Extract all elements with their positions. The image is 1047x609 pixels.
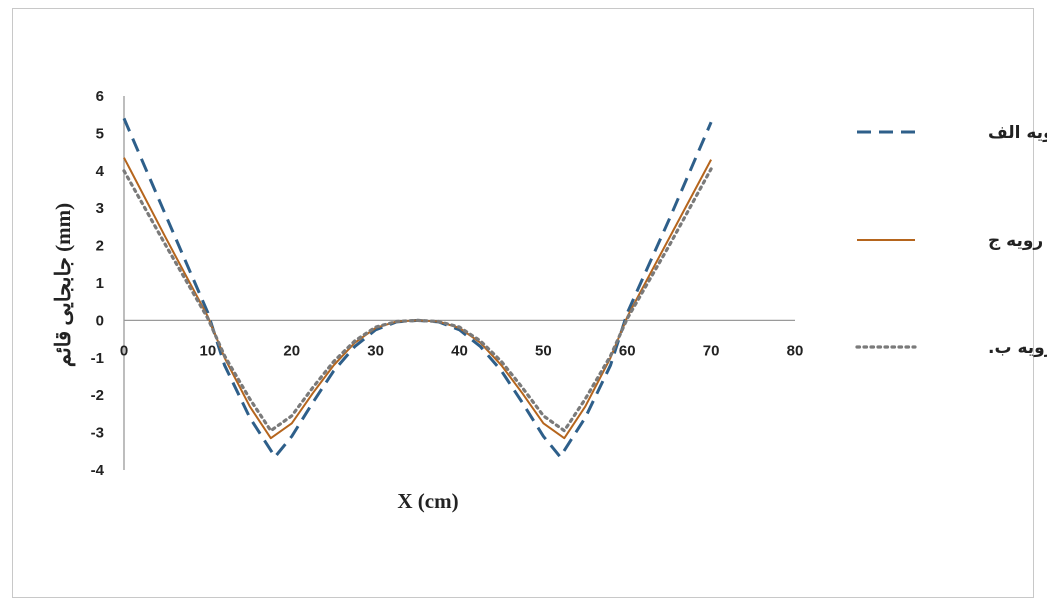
chart-frame — [12, 8, 1034, 598]
legend: رویه الف رویه ج رویه ب. — [855, 123, 1047, 358]
y-tick-label: 0 — [96, 312, 104, 329]
x-tick-label: 60 — [619, 342, 636, 359]
series-lines — [122, 117, 713, 459]
x-tick-label: 80 — [787, 342, 804, 359]
x-tick-label: 20 — [283, 342, 300, 359]
y-tick-label: 2 — [96, 238, 104, 255]
y-tick-label: 6 — [96, 88, 104, 105]
x-tick-label: 50 — [535, 342, 552, 359]
y-tick-label: 1 — [96, 275, 104, 292]
x-tick-label: 70 — [703, 342, 720, 359]
x-tick-label: 10 — [200, 342, 217, 359]
y-tick-label: 5 — [96, 125, 104, 142]
y-axis-title: جابجایی قائم (mm) — [51, 203, 76, 367]
y-tick-label: 3 — [96, 200, 104, 217]
legend-label-3: رویه ب. — [988, 338, 1047, 358]
axes — [123, 96, 795, 470]
x-axis-title: X (cm) — [397, 489, 458, 513]
series-line-2 — [123, 157, 712, 440]
y-tick-label: -2 — [91, 387, 104, 404]
y-tick-label: 4 — [96, 163, 105, 180]
y-tick-label: -4 — [91, 462, 105, 479]
x-tick-label: 0 — [120, 342, 128, 359]
series-line-3 — [122, 167, 713, 433]
y-tick-label: -1 — [91, 350, 104, 367]
y-tick-label: -3 — [91, 425, 104, 442]
legend-label-1: رویه الف — [988, 123, 1047, 143]
legend-label-2: رویه ج — [988, 231, 1043, 251]
x-tick-label: 40 — [451, 342, 468, 359]
x-tick-label: 30 — [367, 342, 384, 359]
series-line-1 — [122, 117, 713, 459]
